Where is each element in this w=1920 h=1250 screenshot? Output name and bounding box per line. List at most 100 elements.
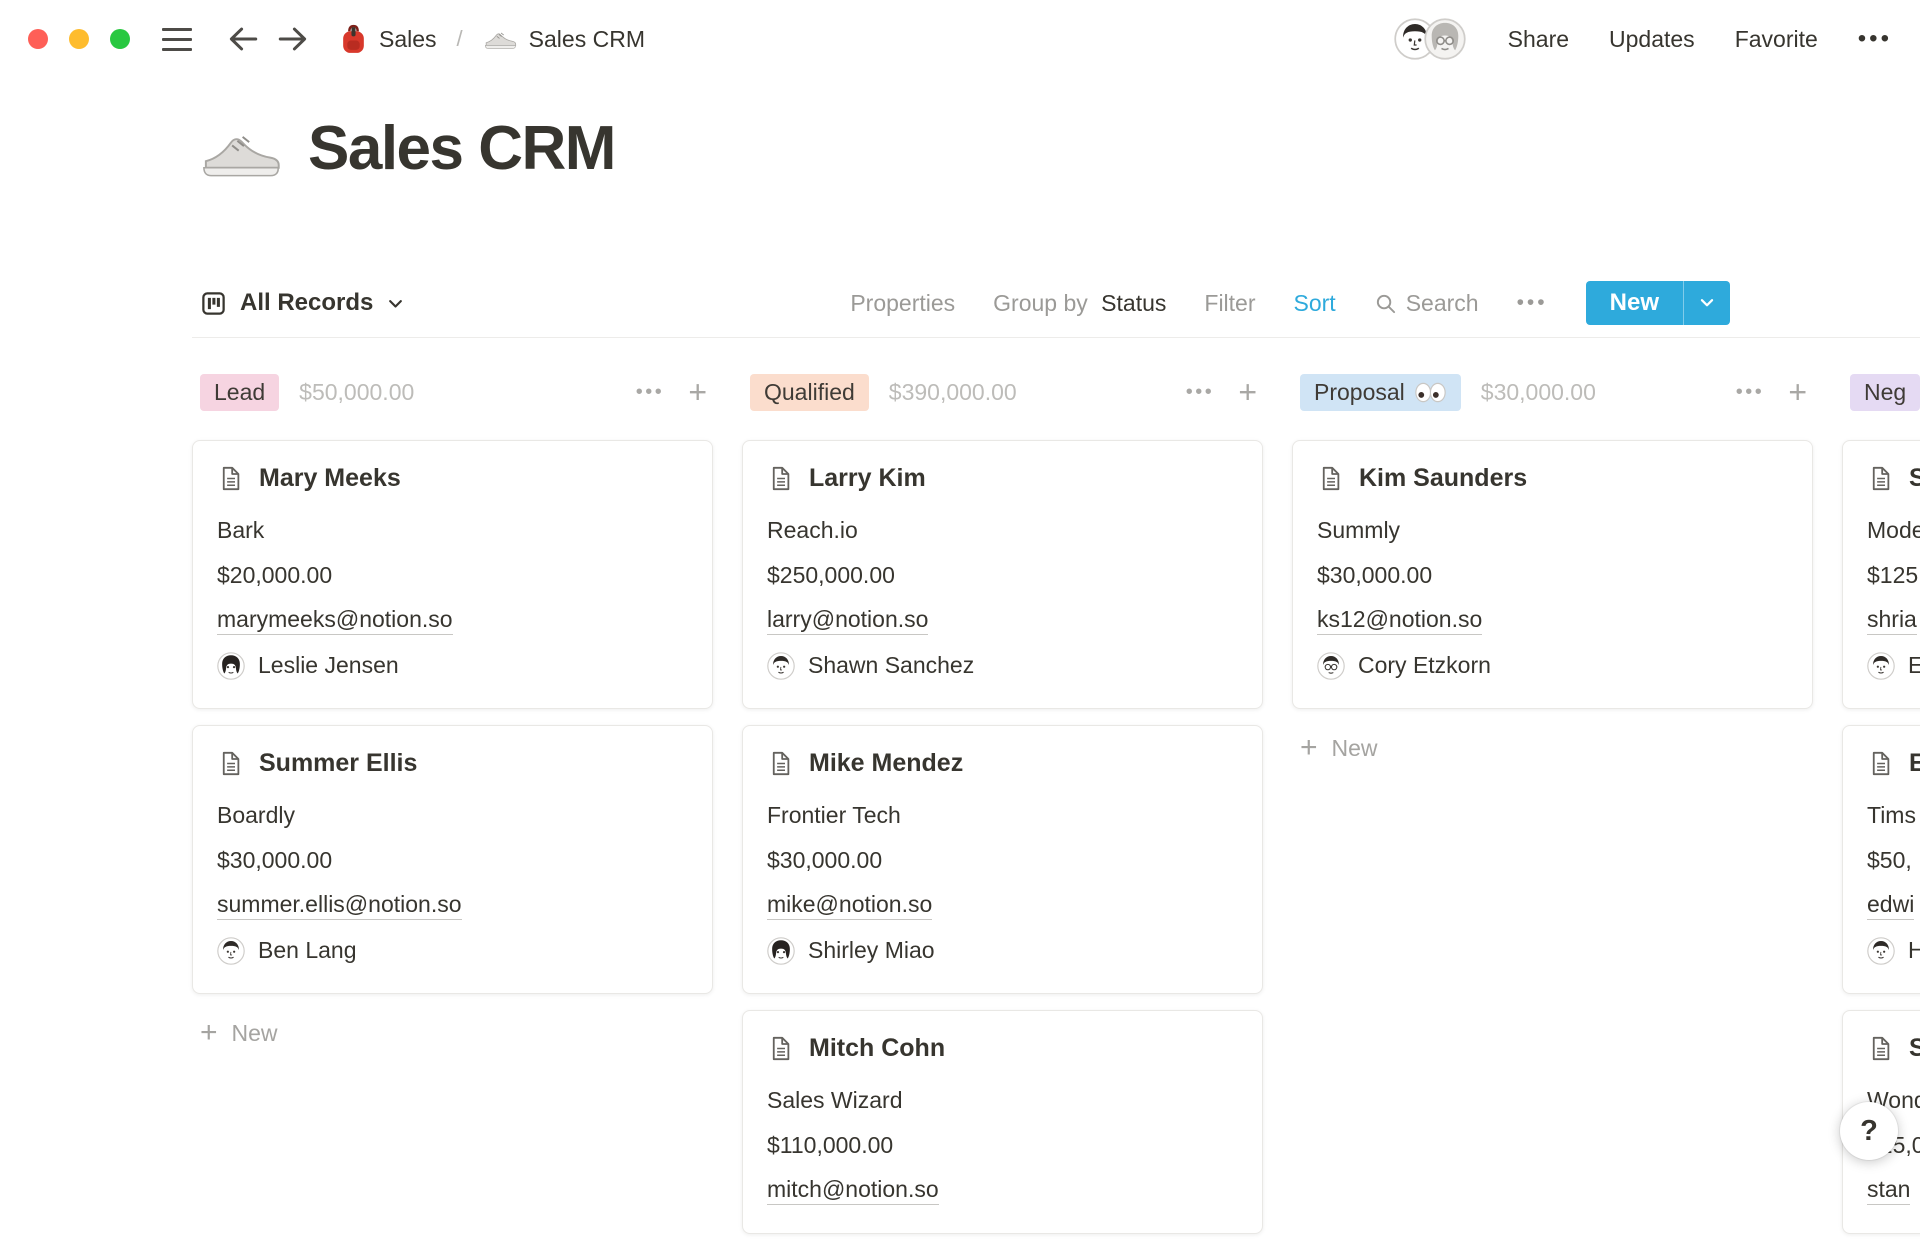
add-card-button[interactable]: + New: [1292, 725, 1813, 771]
collaborator-avatars[interactable]: [1393, 18, 1466, 60]
assignee-name: Leslie Jensen: [258, 652, 399, 678]
card-email-row: mitch@notion.so: [767, 1168, 1238, 1213]
card-assignee: Leslie Jensen: [217, 643, 688, 688]
status-badge[interactable]: Proposal: [1300, 373, 1461, 411]
properties-button[interactable]: Properties: [850, 289, 956, 316]
assignee-avatar: [1867, 936, 1895, 965]
window-controls: [28, 29, 130, 49]
status-badge-label: Lead: [214, 378, 266, 405]
column-more-icon[interactable]: •••: [1735, 380, 1765, 403]
card-email-row: ks12@notion.so: [1317, 598, 1788, 643]
add-card-button[interactable]: + New: [192, 1010, 713, 1056]
board-column: Qualified $390,000.00 ••• + Larry Kim Reach.i…: [742, 372, 1263, 1250]
view-more-options-icon[interactable]: •••: [1516, 291, 1548, 314]
document-icon: [1867, 465, 1894, 492]
page-header: Sales CRM: [198, 114, 616, 183]
status-badge[interactable]: Qualified: [750, 373, 869, 411]
card-email-link[interactable]: edwi: [1867, 891, 1915, 920]
column-header: Neg•••+: [1842, 372, 1920, 412]
updates-button[interactable]: Updates: [1609, 25, 1695, 52]
forward-arrow-icon[interactable]: [276, 22, 310, 56]
board-column: Proposal $30,000.00 ••• + Kim Saunders Summly…: [1292, 372, 1813, 1250]
board-card[interactable]: S Mode $125, shria E: [1842, 440, 1920, 709]
breadcrumb-root[interactable]: Sales: [379, 25, 437, 52]
column-add-icon[interactable]: +: [1238, 374, 1257, 410]
more-options-icon[interactable]: •••: [1857, 25, 1892, 52]
new-record-button[interactable]: New: [1609, 289, 1659, 316]
board-card[interactable]: Larry Kim Reach.io $250,000.00 larry@notion…: [742, 440, 1263, 709]
card-email-link[interactable]: mike@notion.so: [767, 891, 933, 920]
board-view-icon: [200, 290, 227, 317]
help-button[interactable]: ?: [1840, 1102, 1898, 1160]
favorite-button[interactable]: Favorite: [1734, 25, 1818, 52]
board-column: Lead $50,000.00 ••• + Mary Meeks Bark $20,000.…: [192, 372, 713, 1250]
status-badge[interactable]: Lead: [200, 373, 280, 411]
card-email-link[interactable]: shria: [1867, 606, 1917, 635]
card-email-link[interactable]: ks12@notion.so: [1317, 606, 1483, 635]
sneaker-icon[interactable]: [198, 122, 282, 182]
column-add-icon[interactable]: +: [1788, 374, 1807, 410]
zoom-window-button[interactable]: [110, 29, 130, 49]
board-card[interactable]: Mike Mendez Frontier Tech $30,000.00 mike@n…: [742, 725, 1263, 994]
card-title-row: S: [1867, 461, 1920, 495]
status-badge[interactable]: Neg: [1850, 373, 1920, 411]
card-email-link[interactable]: stan: [1867, 1176, 1911, 1205]
plus-icon: +: [1300, 731, 1318, 764]
card-amount: $125,: [1867, 562, 1920, 588]
collaborator-avatar: [1393, 18, 1436, 60]
column-more-icon[interactable]: •••: [635, 380, 665, 403]
card-email-link[interactable]: summer.ellis@notion.so: [217, 891, 462, 920]
card-email-row: stan: [1867, 1168, 1920, 1213]
board-card[interactable]: E Tims $50, edwi H: [1842, 725, 1920, 994]
page-title: Sales CRM: [308, 114, 616, 183]
document-icon: [767, 1035, 794, 1062]
new-record-button-group: New: [1585, 281, 1730, 325]
card-company: Summly: [1317, 517, 1401, 543]
card-title-row: Mike Mendez: [767, 746, 1238, 780]
card-title: Larry Kim: [809, 463, 926, 492]
share-button[interactable]: Share: [1507, 25, 1570, 52]
card-email-row: edwi: [1867, 883, 1920, 928]
card-title: Summer Ellis: [259, 748, 418, 777]
column-add-icon[interactable]: +: [688, 374, 707, 410]
card-company: Frontier Tech: [767, 802, 901, 828]
sort-button[interactable]: Sort: [1293, 289, 1336, 316]
collaborator-avatar: [1423, 18, 1466, 60]
board-card[interactable]: Summer Ellis Boardly $30,000.00 summer.elli…: [192, 725, 713, 994]
column-more-icon[interactable]: •••: [1185, 380, 1215, 403]
column-actions: ••• +: [1186, 376, 1257, 408]
board-card[interactable]: Mitch Cohn Sales Wizard $110,000.00 mitch@n…: [742, 1010, 1263, 1234]
card-email-link[interactable]: larry@notion.so: [767, 606, 929, 635]
board-card[interactable]: Kim Saunders Summly $30,000.00 ks12@notion.…: [1292, 440, 1813, 709]
board-card[interactable]: Mary Meeks Bark $20,000.00 marymeeks@notion…: [192, 440, 713, 709]
view-switcher[interactable]: All Records: [200, 289, 405, 317]
assignee-name: Cory Etzkorn: [1358, 652, 1491, 678]
card-email-row: mike@notion.so: [767, 883, 1238, 928]
status-badge-label: Qualified: [764, 378, 855, 405]
toolbar-divider: [192, 337, 1920, 338]
assignee-avatar: [767, 936, 795, 965]
card-email-link[interactable]: marymeeks@notion.so: [217, 606, 453, 635]
card-title-row: Summer Ellis: [217, 746, 688, 780]
group-by-button[interactable]: Group by Status: [993, 290, 1166, 317]
card-assignee: Cory Etzkorn: [1317, 643, 1788, 688]
breadcrumb-page[interactable]: Sales CRM: [528, 25, 645, 52]
back-arrow-icon[interactable]: [226, 22, 260, 56]
minimize-window-button[interactable]: [69, 29, 89, 49]
card-amount: $30,000.00: [767, 847, 883, 873]
new-record-dropdown-button[interactable]: [1684, 281, 1730, 325]
search-button[interactable]: Search: [1374, 290, 1479, 317]
card-email-link[interactable]: mitch@notion.so: [767, 1176, 939, 1205]
card-company: Sales Wizard: [767, 1087, 903, 1113]
card-title-row: Mitch Cohn: [767, 1031, 1238, 1065]
filter-button[interactable]: Filter: [1204, 289, 1256, 316]
card-company: Boardly: [217, 802, 295, 828]
document-icon: [1867, 750, 1894, 777]
sidebar-menu-icon[interactable]: [162, 27, 192, 51]
assignee-avatar: [217, 936, 245, 965]
column-header: Lead $50,000.00 ••• +: [192, 372, 713, 412]
column-sum-value: $50,000.00: [299, 378, 415, 405]
close-window-button[interactable]: [28, 29, 48, 49]
chevron-down-icon: [386, 294, 405, 313]
card-title: Mitch Cohn: [809, 1033, 946, 1062]
